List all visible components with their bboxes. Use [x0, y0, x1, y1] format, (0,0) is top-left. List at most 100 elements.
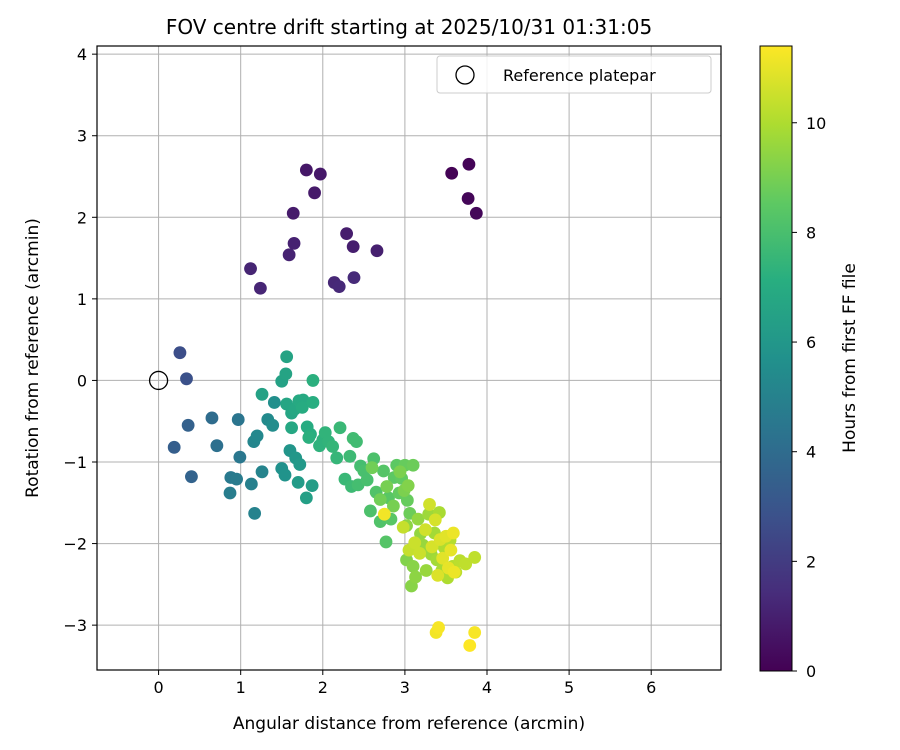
colorbar-tick-label: 6: [806, 333, 816, 352]
data-point: [230, 472, 243, 486]
data-point: [393, 465, 407, 479]
data-point: [406, 560, 420, 573]
data-point: [330, 451, 344, 465]
data-point: [205, 411, 219, 425]
data-point: [468, 626, 482, 639]
x-tick-label: 5: [564, 678, 574, 697]
data-point: [167, 440, 181, 454]
data-point: [468, 551, 482, 564]
x-tick-label: 6: [646, 678, 656, 697]
data-point: [406, 458, 420, 472]
data-point: [396, 520, 410, 534]
data-point: [379, 535, 393, 549]
data-point: [181, 418, 195, 432]
reference-marker: [148, 370, 169, 391]
data-point: [463, 639, 477, 652]
y-tick-label: −2: [63, 535, 87, 554]
data-point: [419, 564, 433, 577]
data-point: [293, 458, 307, 471]
data-point: [244, 262, 257, 276]
data-point: [306, 374, 320, 387]
y-tick-label: −3: [63, 616, 87, 635]
data-point: [266, 418, 280, 432]
data-point: [255, 387, 269, 401]
data-point: [343, 449, 357, 463]
data-point: [286, 206, 300, 220]
data-point: [377, 464, 390, 478]
data-point: [308, 186, 321, 200]
data-point: [250, 429, 264, 443]
data-point: [423, 498, 436, 511]
data-point: [255, 465, 269, 479]
data-point: [360, 473, 374, 487]
legend-box: [436, 55, 712, 94]
x-tick-label: 3: [400, 678, 410, 697]
data-point: [346, 240, 360, 254]
legend-marker-icon: [455, 65, 475, 85]
data-point: [428, 513, 442, 527]
data-point: [295, 400, 309, 414]
data-point: [299, 163, 313, 177]
x-tick-label: 1: [236, 678, 246, 697]
y-tick-label: 2: [77, 208, 87, 227]
y-tick-label: 3: [77, 127, 87, 146]
y-tick-label: 0: [77, 371, 87, 390]
data-point: [446, 526, 460, 540]
data-point: [469, 206, 483, 220]
reference-platepar-marker: [148, 370, 169, 391]
data-point: [180, 372, 193, 386]
data-points: [167, 157, 483, 652]
colorbar-tick-label: 8: [806, 223, 816, 242]
data-point: [347, 271, 361, 285]
data-point: [253, 281, 267, 295]
x-tick-label: 4: [482, 678, 492, 697]
data-point: [210, 439, 224, 453]
data-point: [373, 493, 387, 506]
data-point: [282, 248, 296, 262]
data-point: [462, 157, 476, 171]
data-point: [411, 512, 425, 526]
x-tick-label: 0: [153, 678, 163, 697]
colorbar: 0 2 4 6 8 10 Hours from first FF file: [759, 45, 860, 681]
colorbar-label: Hours from first FF file: [840, 263, 860, 453]
data-point: [231, 413, 245, 426]
x-axis-label: Angular distance from reference (arcmin): [233, 714, 585, 734]
data-point: [461, 192, 475, 205]
data-point: [285, 421, 298, 435]
data-point: [413, 546, 427, 560]
data-point: [387, 499, 400, 513]
data-point: [444, 543, 458, 557]
data-point: [445, 166, 459, 180]
axis-ticks: 0 1 2 3 4 5 6 −3 −2 −1 0 1 2 3 4: [63, 45, 656, 697]
colorbar-tick-label: 0: [806, 662, 816, 681]
data-point: [431, 568, 445, 582]
data-point: [332, 280, 346, 294]
data-point: [326, 440, 340, 453]
chart-title: FOV centre drift starting at 2025/10/31 …: [166, 15, 652, 39]
data-point: [185, 470, 198, 484]
data-point: [291, 475, 305, 489]
colorbar-ticks: 0 2 4 6 8 10: [792, 114, 826, 681]
data-point: [333, 421, 347, 435]
data-point: [377, 507, 391, 521]
data-point: [278, 468, 292, 482]
data-point: [299, 491, 313, 505]
y-tick-label: 1: [77, 290, 87, 309]
data-point: [419, 523, 432, 537]
data-point: [287, 236, 301, 250]
data-point: [380, 480, 394, 493]
data-point: [425, 540, 439, 554]
data-point: [305, 479, 319, 493]
y-tick-label: 4: [77, 45, 87, 64]
legend: Reference platepar: [436, 55, 712, 94]
data-point: [370, 244, 384, 258]
data-point: [248, 506, 262, 520]
data-point: [223, 486, 237, 500]
data-point: [401, 479, 415, 493]
legend-label: Reference platepar: [503, 66, 656, 85]
data-point: [267, 396, 281, 409]
data-point: [364, 504, 377, 518]
data-point: [306, 396, 320, 409]
data-point: [279, 367, 293, 381]
